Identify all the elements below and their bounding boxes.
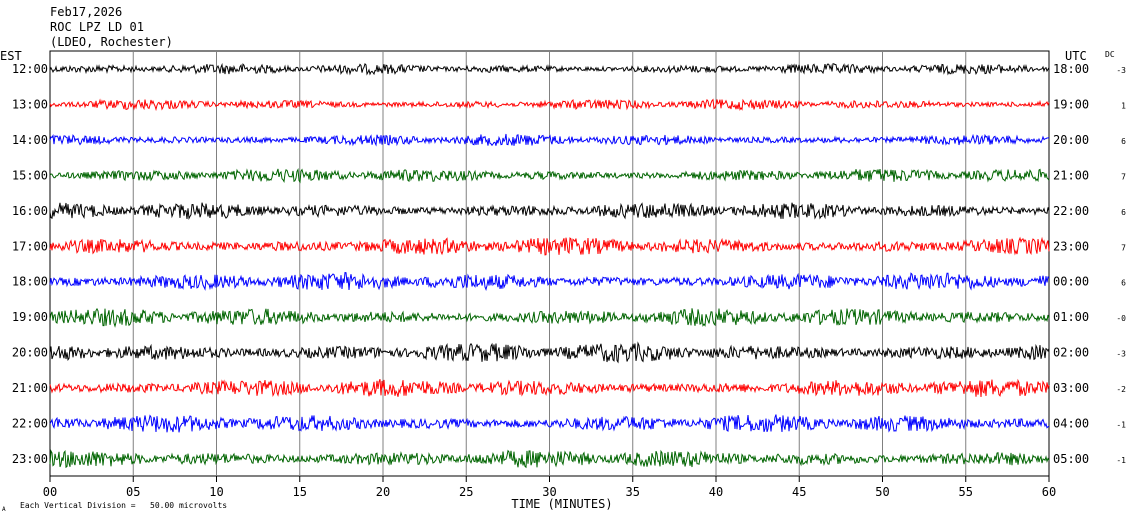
trace-23:00 (49, 449, 1050, 469)
utc-time-label: 18:00 (1053, 62, 1089, 76)
trace-13:00 (49, 98, 1050, 112)
trace-16:00 (49, 202, 1050, 221)
utc-time-label: 05:00 (1053, 452, 1089, 466)
traces (49, 62, 1050, 469)
dc-value-label: 6 (1121, 279, 1126, 288)
dc-value-label: -1 (1116, 421, 1126, 430)
trace-18:00 (49, 272, 1050, 291)
utc-time-label: 19:00 (1053, 97, 1089, 111)
utc-time-label: 00:00 (1053, 275, 1089, 289)
dc-value-label: 7 (1121, 243, 1126, 252)
x-tick-label-45: 45 (792, 485, 806, 499)
utc-time-label: 21:00 (1053, 168, 1089, 182)
row-labels: 12:00 18:00 -3 13:00 19:00 1 14:00 20:00 6 15:00 2… (12, 62, 1126, 466)
x-tick-label-05: 05 (126, 485, 140, 499)
dc-value-label: -0 (1116, 314, 1126, 323)
est-time-label: 18:00 (12, 275, 48, 289)
utc-time-label: 20:00 (1053, 133, 1089, 147)
utc-label: UTC (1065, 49, 1087, 63)
x-tick-label-00: 00 (43, 485, 57, 499)
utc-time-label: 23:00 (1053, 239, 1089, 253)
dc-label: DC (1105, 50, 1115, 59)
trace-17:00 (49, 236, 1050, 256)
est-time-label: 16:00 (12, 204, 48, 218)
trace-14:00 (49, 133, 1050, 147)
trace-12:00 (49, 62, 1050, 76)
dc-value-label: 1 (1121, 101, 1126, 110)
grid-lines (132, 51, 967, 476)
date-label: Feb17,2026 (50, 5, 122, 19)
dc-value-label: -3 (1116, 66, 1126, 75)
est-time-label: 14:00 (12, 133, 48, 147)
utc-time-label: 04:00 (1053, 417, 1089, 431)
trace-20:00 (49, 341, 1050, 364)
corner-mark: A (2, 506, 6, 513)
x-tick-label-15: 15 (293, 485, 307, 499)
x-tick-label-30: 30 (542, 485, 556, 499)
est-label: EST (0, 49, 22, 63)
dc-value-label: 6 (1121, 208, 1126, 217)
est-time-label: 19:00 (12, 310, 48, 324)
est-time-label: 23:00 (12, 452, 48, 466)
dc-value-label: -3 (1116, 350, 1126, 359)
x-tick-label-25: 25 (459, 485, 473, 499)
est-time-label: 20:00 (12, 346, 48, 360)
utc-time-label: 03:00 (1053, 381, 1089, 395)
dc-value-label: -1 (1116, 456, 1126, 465)
trace-19:00 (49, 307, 1050, 328)
utc-time-label: 02:00 (1053, 346, 1089, 360)
est-time-label: 12:00 (12, 62, 48, 76)
network-label: (LDEO, Rochester) (50, 35, 173, 49)
x-axis-label: TIME (MINUTES) (511, 497, 612, 511)
x-axis-ticks: 00 05 10 15 20 25 30 35 40 45 50 55 60 (43, 476, 1056, 499)
x-tick-label-35: 35 (626, 485, 640, 499)
est-time-label: 13:00 (12, 97, 48, 111)
est-time-label: 15:00 (12, 168, 48, 182)
utc-time-label: 01:00 (1053, 310, 1089, 324)
dc-value-label: -2 (1116, 385, 1126, 394)
est-time-label: 17:00 (12, 239, 48, 253)
station-label: ROC LPZ LD 01 (50, 20, 144, 34)
x-tick-label-60: 60 (1042, 485, 1056, 499)
est-time-label: 21:00 (12, 381, 48, 395)
x-tick-label-55: 55 (959, 485, 973, 499)
scale-note: Each Vertical Division = 50.00 microvolt… (20, 501, 227, 510)
dc-value-label: 6 (1121, 137, 1126, 146)
est-time-label: 22:00 (12, 417, 48, 431)
x-tick-label-50: 50 (875, 485, 889, 499)
x-tick-label-20: 20 (376, 485, 390, 499)
x-tick-label-40: 40 (709, 485, 723, 499)
trace-21:00 (49, 378, 1050, 398)
dc-value-label: 7 (1121, 172, 1126, 181)
x-tick-label-10: 10 (209, 485, 223, 499)
trace-15:00 (49, 167, 1050, 184)
utc-time-label: 22:00 (1053, 204, 1089, 218)
trace-22:00 (49, 414, 1050, 433)
